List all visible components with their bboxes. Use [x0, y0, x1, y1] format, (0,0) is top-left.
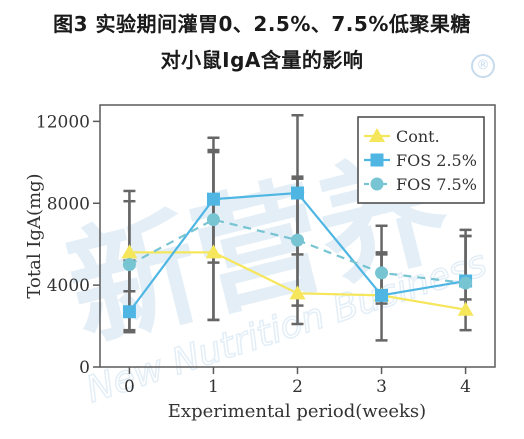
legend-marker: [370, 153, 384, 167]
legend-label: Cont.: [396, 127, 440, 146]
x-tick-label: 3: [376, 377, 387, 397]
data-point: [291, 186, 304, 200]
data-point: [375, 266, 389, 280]
y-axis-label: Total IgA(mg): [24, 173, 45, 298]
chart-title-line2: 对小鼠IgA含量的影响: [160, 48, 364, 72]
x-tick-label: 1: [208, 377, 219, 397]
x-axis-label: Experimental period(weeks): [168, 401, 426, 422]
data-point: [205, 244, 222, 259]
data-point: [457, 301, 474, 316]
series-line-fos-7-5-: [128, 218, 466, 285]
y-tick-label: 4000: [47, 276, 90, 296]
y-axis: 0 4000 8000 12000: [36, 112, 100, 378]
data-point: [291, 233, 304, 247]
y-tick-label: 12000: [36, 112, 90, 132]
x-tick-label: 4: [460, 377, 471, 397]
legend: Cont. FOS 2.5% FOS 7.5%: [357, 116, 485, 204]
legend-label: FOS 2.5%: [396, 151, 477, 170]
data-point: [206, 213, 220, 227]
x-tick-label: 0: [124, 377, 135, 397]
x-tick-label: 2: [292, 377, 303, 397]
data-point: [122, 258, 136, 272]
chart-title-line1: 图3 实验期间灌胃0、2.5%、7.5%低聚果糖: [53, 12, 471, 36]
data-point: [459, 276, 473, 290]
data-point: [122, 305, 136, 319]
data-point: [375, 288, 389, 302]
series-markers: [121, 186, 474, 319]
registered-mark-icon: ®: [471, 54, 495, 78]
data-point: [121, 244, 138, 259]
data-point: [206, 192, 220, 206]
y-tick-label: 0: [79, 358, 90, 378]
legend-marker: [370, 177, 384, 191]
x-axis: 0 1 2 3 4: [124, 367, 471, 397]
legend-marker: [369, 128, 385, 142]
legend-label: FOS 7.5%: [396, 175, 477, 194]
y-tick-label: 8000: [47, 194, 90, 214]
data-point: [289, 285, 306, 300]
